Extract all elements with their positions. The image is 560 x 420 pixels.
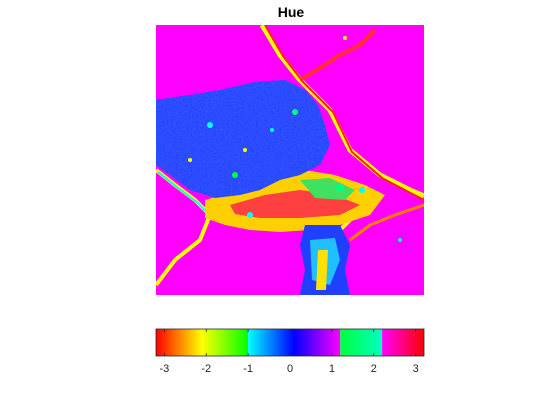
speckle [188, 158, 192, 162]
speckle [398, 238, 402, 242]
colorbar-tick-label: -3 [159, 363, 169, 375]
speckle [359, 187, 365, 193]
speckle [247, 212, 253, 218]
colorbar-band [382, 329, 424, 356]
colorbar-tick-label: 2 [371, 363, 377, 375]
speckle [270, 128, 274, 132]
vein-bottom-right-2 [349, 203, 424, 242]
speckle [232, 172, 238, 178]
blue-region-texture [156, 80, 330, 198]
colorbar-tick-label: -1 [243, 363, 253, 375]
vein-upper-branch [298, 28, 377, 82]
center-mix-green [300, 178, 355, 200]
colorbar-tick-label: 1 [329, 363, 335, 375]
speckle [292, 109, 298, 115]
colorbar-tick-label: 0 [287, 363, 293, 375]
colorbar-tick-label: -2 [201, 363, 211, 375]
colorbar-ticks: -3 -2 -1 0 1 2 3 [159, 329, 419, 375]
chart-title: Hue [278, 4, 305, 20]
speckle [243, 148, 247, 152]
speckle [336, 184, 344, 192]
colorbar-bands [156, 329, 424, 356]
colorbar-band [340, 329, 383, 356]
colorbar-tick-label: 3 [413, 363, 419, 375]
vein-top-right [259, 25, 424, 199]
colorbar-band [248, 329, 341, 356]
speckle [343, 36, 347, 40]
vein-top-right-red [264, 25, 424, 201]
speckle [207, 122, 213, 128]
hue-image [156, 25, 424, 295]
colorbar: -3 -2 -1 0 1 2 3 [155, 328, 425, 375]
colorbar-band [156, 329, 249, 356]
lower-stem-yellow [316, 250, 328, 290]
